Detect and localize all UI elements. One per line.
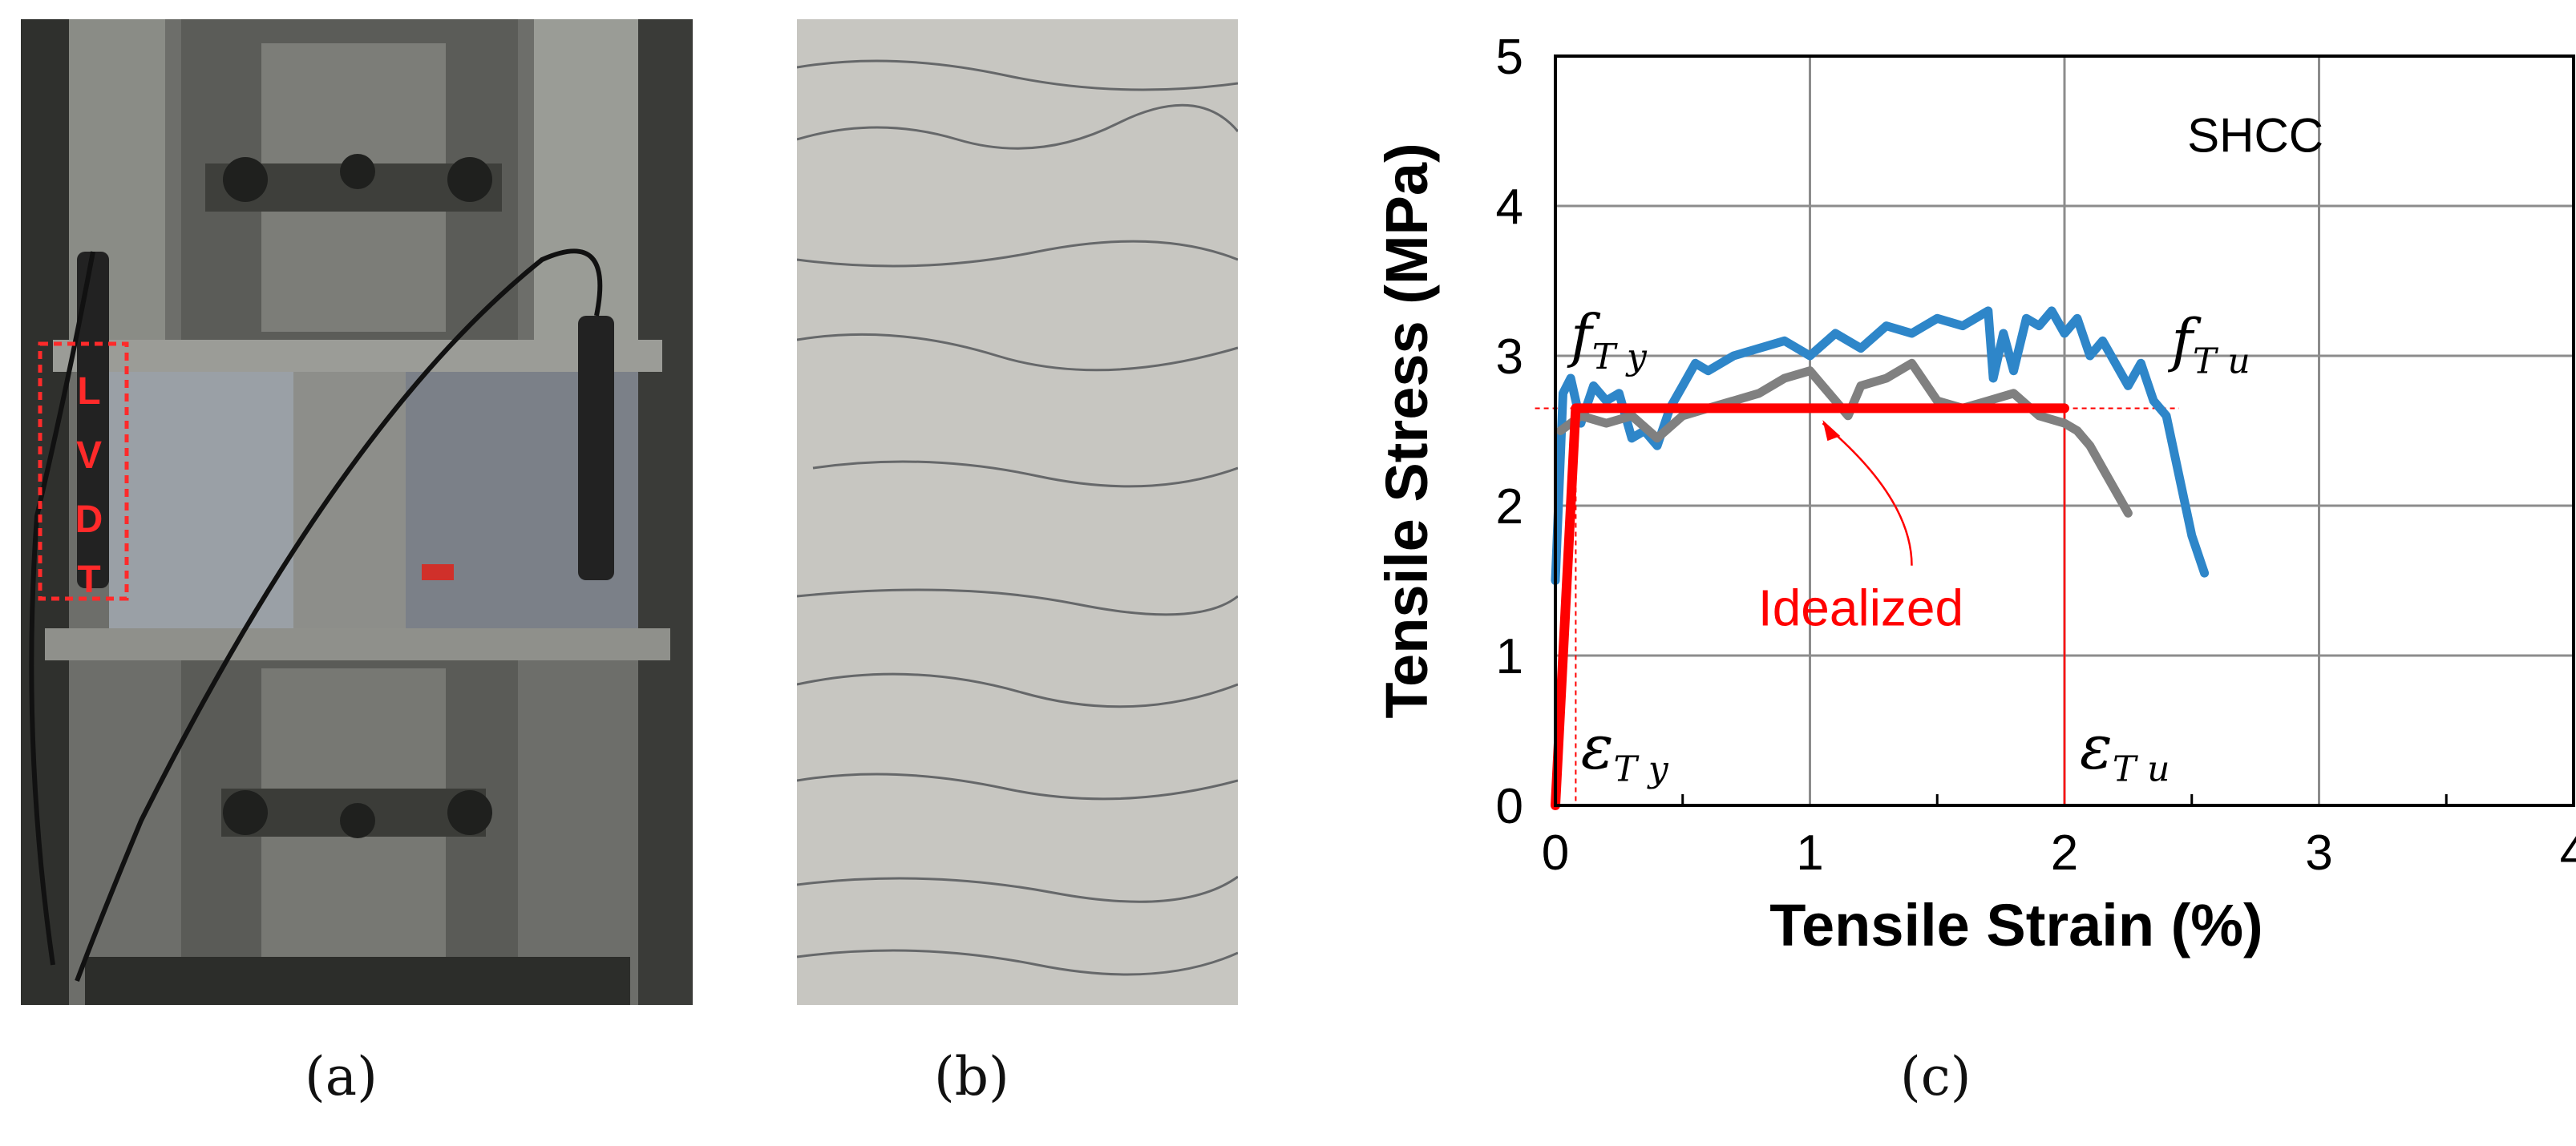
y-axis-label: Tensile Stress (MPa) bbox=[1373, 143, 1440, 718]
chart-annotation-shcc: SHCC bbox=[2187, 109, 2323, 163]
x-tick-label: 2 bbox=[2051, 825, 2078, 881]
x-tick-label: 0 bbox=[1542, 825, 1569, 881]
y-tick-label: 1 bbox=[1496, 629, 1523, 684]
caption-c: (c) bbox=[1900, 1046, 1971, 1108]
plot-frame bbox=[1554, 54, 2575, 807]
x-axis-label: Tensile Strain (%) bbox=[1769, 892, 2263, 958]
idealized-label: Idealized bbox=[1758, 579, 1963, 637]
eps-tu-annotation: εT u bbox=[2080, 711, 2170, 789]
lvdt-letter-d: D bbox=[75, 498, 103, 541]
lvdt-letter-l: L bbox=[77, 370, 100, 413]
x-tick-label: 1 bbox=[1796, 825, 1823, 881]
lvdt-letter-v: V bbox=[76, 434, 102, 477]
eps-tu-main: ε bbox=[2080, 711, 2113, 782]
y-tick-label: 2 bbox=[1496, 479, 1523, 535]
photo-test-setup: L V D T bbox=[21, 19, 693, 1005]
caption-a: (a) bbox=[305, 1046, 378, 1108]
series-line-1 bbox=[1551, 306, 2210, 585]
f-tu-annotation: fT u bbox=[2167, 307, 2250, 382]
lvdt-letter-t: T bbox=[77, 559, 100, 601]
stress-strain-chart: 0 1 2 3 4 0 1 2 3 4 5 Tensile Stress (MPa) Tensile… bbox=[1373, 30, 2576, 958]
photo-crack-pattern bbox=[797, 19, 1238, 1005]
f-tu-sub: T u bbox=[2193, 341, 2250, 382]
eps-ty-annotation: εT y bbox=[1581, 711, 1669, 789]
eps-ty-main: ε bbox=[1581, 711, 1614, 782]
y-tick-label: 0 bbox=[1496, 779, 1523, 834]
x-tick-label: 3 bbox=[2305, 825, 2332, 881]
series-line-3 bbox=[1551, 403, 2069, 810]
idealized-pointer-head bbox=[1822, 420, 1841, 442]
y-tick-label: 4 bbox=[1496, 180, 1523, 235]
f-ty-sub: T y bbox=[1592, 337, 1648, 377]
y-tick-label: 5 bbox=[1496, 30, 1523, 85]
chart-series bbox=[1551, 306, 2210, 810]
idealized-pointer bbox=[1822, 422, 1913, 566]
x-tick-label: 4 bbox=[2560, 825, 2576, 881]
f-ty-annotation: fT y bbox=[1567, 302, 1648, 377]
y-tick-label: 3 bbox=[1496, 329, 1523, 385]
eps-ty-sub: T y bbox=[1614, 749, 1669, 789]
tick-labels: 0 1 2 3 4 0 1 2 3 4 5 bbox=[1496, 30, 2576, 881]
caption-b: (b) bbox=[934, 1046, 1009, 1108]
eps-tu-sub: T u bbox=[2113, 749, 2170, 789]
series-line-2 bbox=[1555, 358, 2133, 518]
